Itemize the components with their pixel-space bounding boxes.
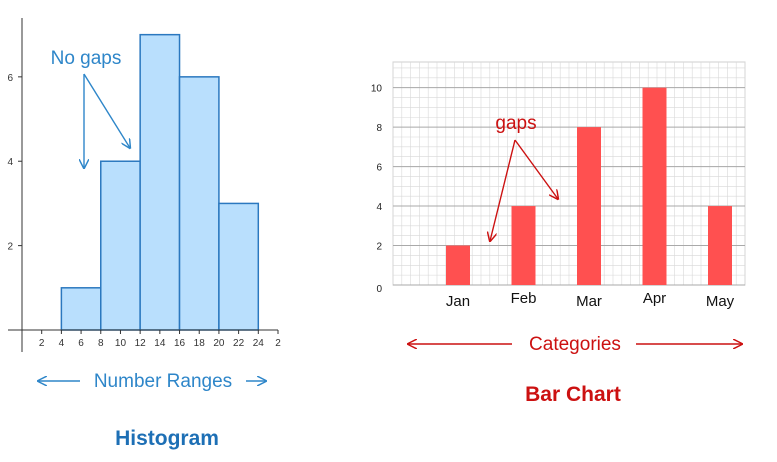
histogram-title: Histogram: [115, 427, 219, 450]
bar-chart-bar: [511, 206, 536, 285]
bar-chart-x-tick-label: Apr: [643, 290, 666, 307]
bar-chart-bar: [446, 245, 470, 285]
histogram-bar: [100, 160, 141, 331]
bar-chart-y-tick-label: 2: [376, 242, 382, 253]
bar-chart-y-tick-label: 10: [371, 84, 383, 95]
bar-chart-bar: [642, 87, 667, 285]
histogram-xlabel: Number Ranges: [94, 371, 232, 392]
bar-chart-x-ticks: Jan Feb Mar Apr May: [446, 290, 735, 310]
histogram-bar: [60, 287, 102, 331]
histogram-x-tick-label: 8: [98, 338, 104, 349]
bar-chart-x-tick-label: Jan: [446, 293, 470, 310]
histogram-y-ticks: 2 4 6: [7, 73, 22, 253]
histogram-y-tick-label: 4: [7, 157, 13, 168]
bar-chart-bar: [708, 206, 732, 285]
histogram-x-tick-label: 10: [115, 338, 127, 349]
bar-chart-x-tick-label: Feb: [511, 290, 537, 307]
bar-chart-grid: [392, 62, 746, 286]
histogram-x-tick-label: 24: [253, 338, 265, 349]
histogram-annotation-arrow-bar: [83, 73, 130, 148]
bar-chart-annotation-arrow-right: [514, 139, 558, 199]
bar-chart-bars: [446, 87, 732, 285]
bar-chart-bar: [577, 127, 601, 285]
histogram-bar: [218, 202, 260, 331]
histogram-bar: [139, 33, 181, 331]
histogram-x-tick-label: 12: [135, 338, 147, 349]
bar-chart-title: Bar Chart: [525, 383, 621, 406]
bar-chart-xlabel: Categories: [529, 334, 621, 355]
histogram-x-tick-label: 22: [233, 338, 245, 349]
bar-chart-y-tick-label: 0: [376, 284, 382, 295]
bar-chart-y-tick-label: 8: [376, 123, 382, 134]
bar-chart-x-tick-label: Mar: [576, 293, 602, 310]
histogram-bars: [60, 33, 260, 331]
histogram-x-tick-label: 6: [78, 338, 84, 349]
histogram: 246 2 4 6 8 10 12 14 16 18 20 22 24 2 No gaps Number…: [7, 18, 281, 450]
histogram-x-tick-label: 2: [39, 338, 45, 349]
bar-chart-y-tick-label: 6: [376, 163, 382, 174]
histogram-x-ticks: 2 4 6 8 10 12 14 16 18 20 22 24 2: [39, 330, 281, 349]
histogram-x-tick-label: 16: [174, 338, 186, 349]
histogram-y-tick-label: 6: [7, 73, 13, 84]
histogram-x-tick-label: 20: [213, 338, 225, 349]
histogram-x-tick-label: 4: [59, 338, 65, 349]
bar-chart-annotation: gaps: [495, 113, 536, 134]
histogram-y-tick-label: 2: [7, 242, 13, 253]
histogram-annotation: No gaps: [51, 48, 122, 69]
histogram-bar: [178, 76, 220, 331]
histogram-x-tick-label: 2: [275, 338, 281, 349]
bar-chart-x-tick-label: May: [706, 293, 735, 310]
bar-chart-y-tick-label: 4: [376, 202, 382, 213]
bar-chart-annotation-arrow-left: [490, 139, 516, 241]
histogram-x-tick-label: 14: [154, 338, 166, 349]
histogram-x-tick-label: 18: [194, 338, 206, 349]
bar-chart-y-ticks: 0 2 4 6 8 10: [371, 84, 383, 295]
